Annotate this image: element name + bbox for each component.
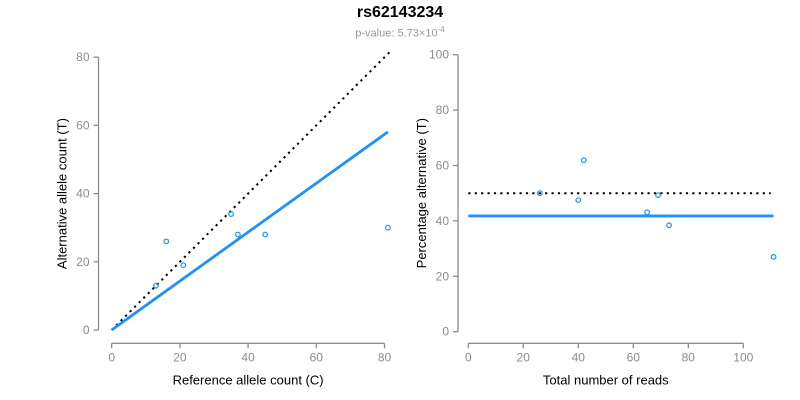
data-point	[770, 254, 777, 260]
y-axis-title: Alternative allele count (T)	[55, 118, 70, 269]
data-point	[666, 222, 672, 229]
regression-line	[110, 130, 389, 332]
y-tick-label: 0	[442, 325, 449, 339]
data-point	[575, 197, 582, 204]
x-tick-label: 60	[627, 350, 641, 364]
x-tick-label: 80	[682, 350, 696, 364]
x-tick-label: 60	[310, 350, 324, 364]
x-tick-label: 0	[465, 350, 472, 364]
y-tick-label: 60	[76, 118, 90, 132]
x-tick-label: 0	[108, 350, 115, 364]
y-tick-label: 60	[436, 159, 450, 173]
x-tick-label: 100	[733, 350, 753, 364]
y-tick-label: 80	[436, 103, 450, 117]
y-tick-label: 40	[436, 214, 450, 228]
x-axis-title: Reference allele count (C)	[173, 372, 324, 387]
x-tick-label: 20	[517, 350, 531, 364]
data-point	[228, 211, 234, 217]
x-axis-title: Total number of reads	[543, 372, 669, 387]
y-axis-title: Percentage alternative (T)	[414, 118, 429, 268]
y-tick-label: 0	[83, 323, 90, 337]
right-plot: 0 20 40 60 80 100 0 20 40 60 80 100 Total number of …	[414, 48, 777, 387]
data-point	[180, 262, 187, 269]
data-point	[655, 192, 661, 199]
x-tick-label: 80	[378, 350, 392, 364]
y-tick-label: 40	[76, 187, 90, 201]
left-plot: 0 20 40 60 80 0 20 40 60 80 Reference allele count…	[55, 50, 392, 387]
x-tick-label: 20	[173, 350, 187, 364]
data-point	[385, 224, 391, 231]
y-tick-label: 20	[76, 255, 90, 269]
data-point	[644, 209, 650, 216]
data-point	[262, 231, 269, 238]
data-point	[153, 282, 159, 289]
x-tick-label: 40	[572, 350, 586, 364]
data-point	[234, 231, 241, 238]
identity-line	[110, 51, 391, 331]
data-point	[163, 238, 170, 245]
data-point	[580, 157, 587, 164]
data-point	[536, 190, 543, 197]
y-tick-label: 100	[429, 48, 449, 62]
y-tick-label: 80	[76, 50, 90, 64]
y-tick-label: 20	[436, 269, 450, 283]
x-tick-label: 40	[241, 350, 255, 364]
